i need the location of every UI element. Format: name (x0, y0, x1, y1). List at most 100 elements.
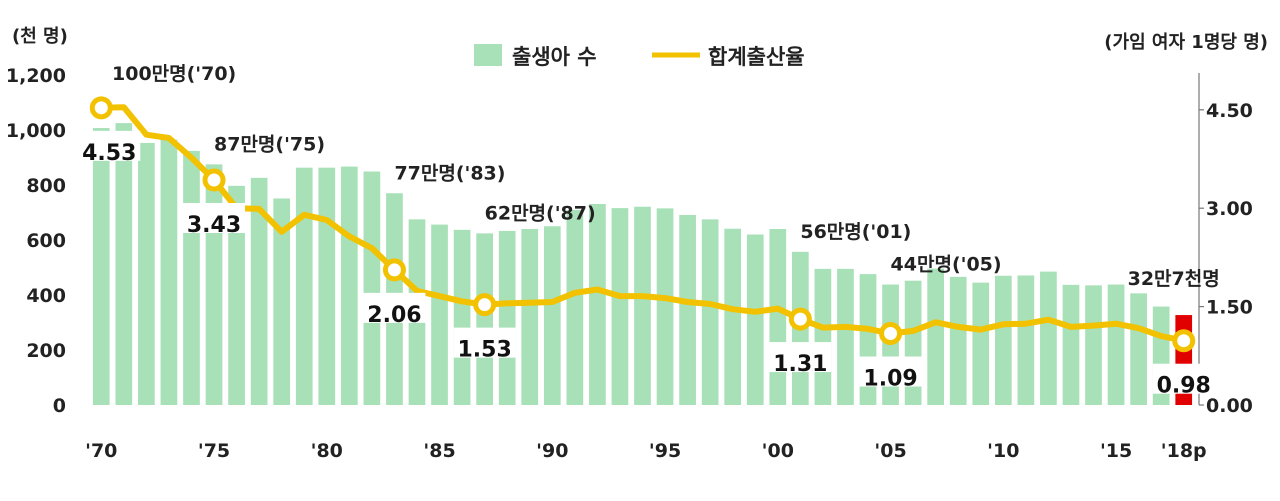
birth-bar (295, 167, 313, 405)
rate-marker (382, 258, 406, 282)
left-tick-label: 0 (53, 395, 66, 417)
bar-annotation: 56만명('01) (800, 221, 911, 243)
birth-bar (363, 171, 381, 405)
birth-bar (453, 229, 471, 405)
rate-labels: 4.53 3.43 2.06 1.53 1.31 1.09 0.98 (78, 130, 1215, 399)
birth-bar (724, 228, 742, 405)
rate-label-box (1152, 363, 1215, 394)
birth-bar (814, 268, 832, 405)
left-axis: 0 200 400 600 800 1,000 1,200 (6, 65, 66, 417)
x-tick-label: '00 (762, 440, 794, 462)
left-tick-label: 200 (26, 340, 66, 362)
x-tick-label: '70 (85, 440, 117, 462)
birth-bar (994, 275, 1012, 405)
right-axis-unit: (가임 여자 1명당 명) (1104, 32, 1268, 53)
rate-label: 2.06 (367, 303, 421, 328)
legend-rate-label: 합계출산율 (708, 45, 805, 69)
birth-bar (634, 206, 651, 405)
birth-bar (340, 166, 358, 405)
legend-births-label: 출생아 수 (512, 45, 597, 69)
birth-bar (160, 139, 178, 405)
birth-bar (679, 214, 696, 405)
rate-label: 3.43 (187, 213, 241, 238)
bar-annotation: 62만명('87) (485, 202, 596, 224)
birth-bar (498, 230, 516, 405)
rate-marker (473, 293, 497, 317)
x-tick-label: '75 (198, 440, 230, 462)
rate-label: 4.53 (82, 141, 136, 166)
rate-line (98, 104, 1187, 344)
rate-label: 1.09 (863, 366, 917, 391)
birth-bar (521, 229, 539, 405)
birth-bar (250, 177, 268, 405)
right-tick-label: 4.50 (1206, 100, 1253, 122)
legend-bar-swatch (474, 44, 502, 66)
x-tick-label: '15 (1100, 440, 1132, 462)
rate-label-box (183, 202, 246, 233)
bar-annotation: 32만7천명 (1128, 268, 1220, 290)
birth-bar (273, 198, 291, 405)
birth-bar (1017, 275, 1035, 405)
right-axis: 0.00 1.50 3.00 4.50 (1198, 73, 1253, 417)
birth-bar (205, 164, 223, 405)
birth-bar (701, 219, 719, 405)
birth-bar (1107, 284, 1125, 405)
right-tick-label: 0.00 (1206, 395, 1253, 417)
birth-bar (431, 224, 448, 405)
rate-marker (1172, 329, 1196, 353)
rate-label-box (859, 356, 922, 387)
x-tick-label: '95 (649, 440, 681, 462)
bar-annotation: 100만명('70) (112, 63, 236, 85)
birth-bar (1040, 271, 1057, 405)
rate-label-box (453, 327, 516, 358)
right-tick-label: 1.50 (1206, 297, 1253, 319)
x-axis: '70 '75 '80 '85 '90 '95 '00 '05 '10 '15 '18p (85, 440, 1207, 462)
right-tick-label: 3.00 (1206, 198, 1253, 220)
birth-bar (949, 276, 967, 405)
left-tick-label: 600 (26, 230, 66, 252)
left-tick-label: 1,200 (6, 65, 66, 87)
birth-bar (543, 226, 561, 405)
birth-bar (115, 123, 133, 405)
bar-annotation: 87만명('75) (214, 133, 325, 155)
birth-bar (92, 128, 110, 405)
rate-marker (879, 321, 903, 345)
birth-bar (656, 208, 674, 405)
x-tick-label: '90 (536, 440, 568, 462)
birth-bar (476, 233, 493, 405)
birth-bar (566, 210, 584, 405)
bar-series (92, 123, 1193, 406)
legend: 출생아 수 합계출산율 (474, 44, 805, 69)
birth-bar (1062, 284, 1080, 405)
rate-marker (89, 96, 113, 120)
birth-bar (183, 150, 200, 405)
birth-bar (927, 268, 945, 405)
rate-marker (202, 168, 226, 192)
rate-marker (788, 307, 812, 331)
x-tick-label: '18p (1161, 440, 1207, 462)
x-tick-label: '05 (874, 440, 906, 462)
x-tick-label: '10 (987, 440, 1019, 462)
bar-annotation: 77만명('83) (394, 162, 505, 184)
rate-label-box (78, 130, 141, 161)
left-tick-label: 1,000 (6, 120, 66, 142)
rate-series (89, 96, 1196, 353)
birth-bar (746, 234, 764, 405)
left-tick-label: 400 (26, 285, 66, 307)
left-tick-label: 800 (26, 175, 66, 197)
birth-bar (318, 167, 336, 405)
rate-label: 1.31 (773, 352, 827, 377)
birth-bar (228, 185, 245, 405)
rate-label-box (769, 342, 832, 373)
birth-bar (589, 203, 606, 405)
birth-bar (138, 142, 155, 406)
birth-bar (769, 229, 787, 405)
bar-annotations: 100만명('70) 87만명('75) 77만명('83) 62만명('87) 56만… (112, 63, 1220, 290)
left-axis-unit: (천 명) (12, 26, 68, 47)
x-tick-label: '80 (311, 440, 343, 462)
birth-bar (1085, 285, 1102, 405)
x-tick-label: '85 (423, 440, 455, 462)
rate-label: 1.53 (458, 338, 512, 363)
